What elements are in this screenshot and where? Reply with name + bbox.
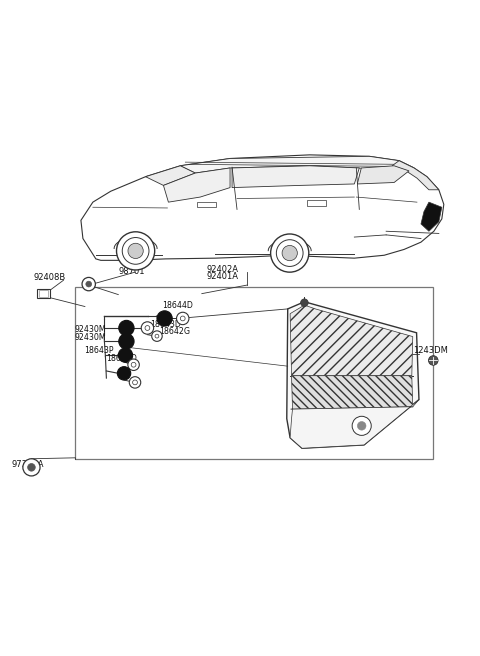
Polygon shape — [290, 400, 419, 448]
Polygon shape — [291, 376, 413, 409]
Bar — [38, 291, 48, 297]
Polygon shape — [392, 161, 439, 190]
Circle shape — [131, 362, 136, 367]
Polygon shape — [287, 302, 419, 448]
Text: 18642G: 18642G — [159, 327, 190, 337]
Circle shape — [122, 237, 149, 264]
Polygon shape — [357, 166, 409, 184]
Polygon shape — [145, 166, 195, 186]
Circle shape — [117, 232, 155, 270]
Polygon shape — [421, 202, 442, 232]
Polygon shape — [164, 168, 230, 202]
Circle shape — [128, 243, 143, 258]
Text: 92408B: 92408B — [34, 273, 66, 282]
Text: 97383A: 97383A — [12, 461, 44, 470]
Polygon shape — [180, 156, 414, 173]
Circle shape — [300, 299, 308, 306]
Circle shape — [128, 359, 139, 371]
Circle shape — [132, 380, 137, 385]
Circle shape — [86, 281, 92, 287]
Circle shape — [145, 325, 150, 331]
Circle shape — [23, 459, 40, 476]
Circle shape — [152, 331, 162, 341]
Bar — [37, 289, 49, 298]
Circle shape — [276, 239, 303, 266]
Circle shape — [358, 422, 366, 430]
Polygon shape — [81, 155, 444, 260]
Circle shape — [429, 356, 438, 365]
Text: 92401A: 92401A — [206, 272, 239, 281]
Circle shape — [180, 316, 185, 321]
Polygon shape — [232, 166, 360, 188]
Circle shape — [177, 312, 189, 325]
Text: 92402A: 92402A — [206, 265, 239, 274]
Bar — [75, 287, 433, 459]
Bar — [307, 200, 326, 206]
Circle shape — [271, 234, 309, 272]
Circle shape — [141, 322, 154, 334]
Circle shape — [119, 320, 134, 336]
Text: 18643P: 18643P — [84, 346, 114, 355]
Circle shape — [119, 334, 134, 349]
Text: 98701: 98701 — [118, 267, 145, 276]
Text: 92430M: 92430M — [74, 325, 106, 334]
Circle shape — [28, 464, 35, 471]
Circle shape — [118, 348, 132, 362]
Circle shape — [82, 277, 96, 291]
Circle shape — [282, 245, 297, 260]
Text: 92430M: 92430M — [74, 333, 106, 342]
Text: 1243DM: 1243DM — [413, 346, 448, 355]
Polygon shape — [290, 305, 413, 376]
Circle shape — [117, 367, 131, 380]
Circle shape — [129, 377, 141, 388]
Bar — [197, 201, 216, 207]
Circle shape — [157, 311, 172, 326]
Text: 18643D: 18643D — [150, 319, 181, 329]
Text: 18644D: 18644D — [107, 354, 137, 363]
Circle shape — [155, 334, 159, 338]
Circle shape — [352, 417, 371, 436]
Text: 18644D: 18644D — [162, 301, 193, 310]
